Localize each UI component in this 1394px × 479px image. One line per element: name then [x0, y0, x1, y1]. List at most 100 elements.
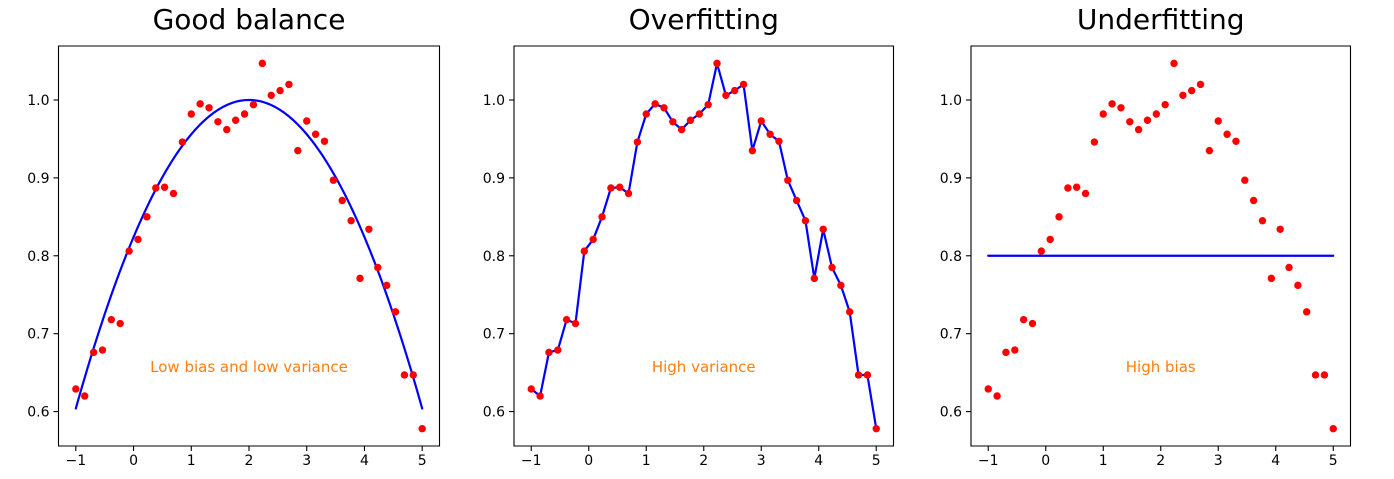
- data-point: [642, 110, 650, 118]
- x-tick-label: 3: [757, 453, 766, 469]
- data-point: [828, 263, 836, 272]
- y-tick-label: 0.9: [483, 171, 505, 187]
- data-point: [365, 225, 373, 233]
- data-point: [1179, 91, 1187, 100]
- x-tick-label: 3: [302, 453, 311, 469]
- data-point: [607, 184, 615, 192]
- x-tick-label: 3: [1214, 453, 1223, 469]
- data-point: [704, 100, 712, 109]
- y-tick-label: 0.9: [940, 171, 962, 187]
- data-point: [993, 392, 1001, 400]
- data-point: [1320, 371, 1329, 379]
- data-point: [660, 104, 668, 112]
- x-tick-label: 1: [642, 453, 651, 469]
- data-point: [1072, 183, 1081, 191]
- data-point: [356, 274, 364, 283]
- data-point: [651, 100, 659, 108]
- data-point: [739, 80, 748, 89]
- data-point: [81, 392, 89, 400]
- data-point: [1267, 274, 1276, 283]
- data-point: [872, 425, 880, 433]
- data-point: [1028, 319, 1037, 328]
- data-point: [615, 183, 624, 191]
- data-point: [1311, 371, 1320, 379]
- data-point: [527, 385, 535, 393]
- data-point: [1161, 100, 1169, 109]
- data-point: [1258, 217, 1267, 225]
- data-point: [792, 196, 801, 205]
- data-point: [837, 281, 845, 290]
- subplot-2-title: Overfitting: [628, 3, 779, 36]
- data-point: [1011, 346, 1019, 354]
- data-point: [1329, 425, 1337, 433]
- data-point: [187, 110, 195, 118]
- y-tick-label: 0.7: [940, 327, 962, 343]
- data-point: [347, 217, 355, 225]
- data-point: [391, 308, 400, 316]
- y-tick-label: 1.0: [940, 93, 962, 109]
- data-point: [819, 225, 827, 233]
- data-point: [152, 184, 160, 192]
- data-point: [984, 385, 992, 393]
- y-tick-label: 0.6: [483, 405, 505, 421]
- y-tick-label: 0.6: [940, 405, 962, 421]
- data-point: [98, 346, 107, 354]
- axes-3: −1 0 1 2 3 4 5 0.6 0.7 0.8 0.9 1.0: [940, 45, 1352, 469]
- x-tick-label: −1: [65, 453, 86, 469]
- data-point: [677, 125, 686, 134]
- fit-line: [74, 98, 424, 410]
- data-point: [1081, 189, 1090, 198]
- data-point: [757, 117, 765, 125]
- x-tick-label: −1: [978, 453, 999, 469]
- subplot-3-annotation: High bias: [1125, 358, 1196, 377]
- data-point: [1276, 225, 1284, 233]
- data-point: [1055, 213, 1063, 221]
- x-tick-label: 2: [1156, 453, 1165, 469]
- y-tick-label: 1.0: [483, 93, 505, 109]
- data-point: [294, 146, 302, 155]
- data-point: [320, 137, 329, 145]
- data-point: [1126, 118, 1134, 126]
- data-point: [107, 315, 116, 324]
- data-point: [748, 146, 757, 155]
- x-tick-label: 4: [1271, 453, 1280, 469]
- y-tick-label: 0.6: [27, 405, 49, 421]
- x-tick-label: 1: [1099, 453, 1108, 469]
- data-point: [1170, 59, 1178, 68]
- y-tick-label: 0.8: [27, 249, 49, 265]
- fit-line: [530, 62, 878, 430]
- y-tick-label: 0.8: [483, 249, 505, 265]
- data-point: [624, 189, 633, 198]
- x-tick-label: 0: [584, 453, 593, 469]
- data-point: [400, 371, 409, 379]
- data-point: [134, 235, 142, 244]
- data-point: [338, 196, 346, 205]
- data-point: [722, 91, 730, 100]
- data-point: [1249, 196, 1258, 205]
- data-point: [116, 319, 124, 328]
- data-point: [214, 118, 222, 126]
- axes-box: [513, 45, 895, 447]
- x-tick-label: 2: [245, 453, 254, 469]
- data-point: [1019, 315, 1028, 324]
- data-point: [1187, 86, 1196, 95]
- data-point: [72, 385, 80, 393]
- data-point: [223, 125, 231, 134]
- data-point: [571, 319, 580, 328]
- data-point: [536, 392, 544, 400]
- data-point: [311, 130, 320, 138]
- data-point: [589, 235, 597, 244]
- data-point: [240, 110, 249, 118]
- data-point: [633, 138, 642, 146]
- y-tick-label: 0.7: [483, 327, 505, 343]
- x-tick-label: 5: [872, 453, 881, 469]
- subplot-1-title: Good balance: [152, 3, 346, 36]
- data-point: [766, 130, 774, 138]
- data-point: [418, 425, 426, 433]
- data-point: [775, 137, 783, 145]
- data-point: [730, 86, 739, 95]
- data-point: [1064, 184, 1072, 192]
- data-point: [1108, 100, 1116, 108]
- x-tick-label: 0: [129, 453, 138, 469]
